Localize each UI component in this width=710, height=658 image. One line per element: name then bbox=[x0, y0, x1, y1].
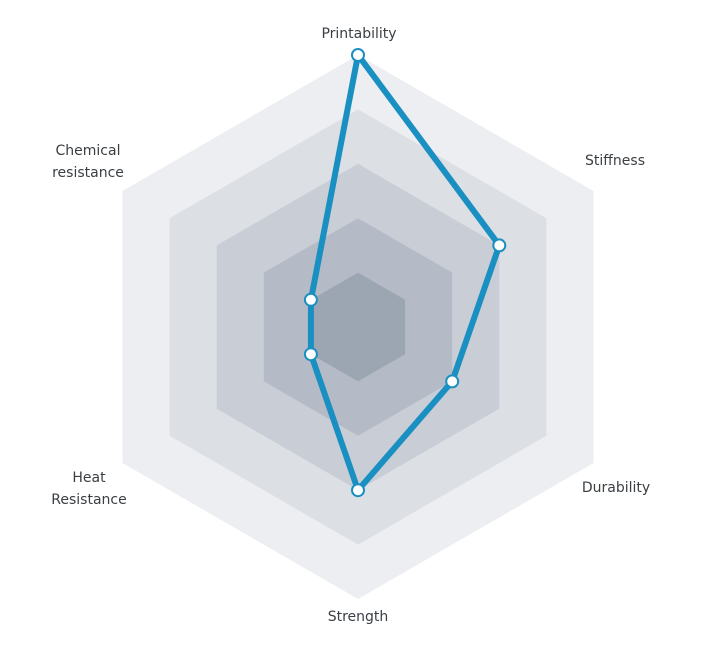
ring-1 bbox=[310, 272, 406, 382]
data-point-4[interactable] bbox=[303, 347, 318, 362]
data-point-2[interactable] bbox=[445, 374, 460, 389]
axis-label-printability: Printability bbox=[321, 26, 397, 42]
axis-label-durability: Durability bbox=[581, 480, 651, 496]
axis-label-strength: Strength bbox=[327, 609, 389, 625]
axis-label-stiffness: Stiffness bbox=[585, 153, 645, 169]
axis-label-chemical-resistance: Chemical resistance bbox=[52, 143, 124, 181]
background-rings bbox=[122, 55, 594, 599]
data-point-5[interactable] bbox=[303, 292, 318, 307]
series-layer bbox=[303, 48, 507, 498]
data-point-0[interactable] bbox=[351, 48, 365, 62]
data-point-1[interactable] bbox=[492, 238, 507, 253]
data-point-3[interactable] bbox=[351, 483, 365, 498]
axis-label-heat-resistance: Heat Resistance bbox=[51, 470, 127, 508]
